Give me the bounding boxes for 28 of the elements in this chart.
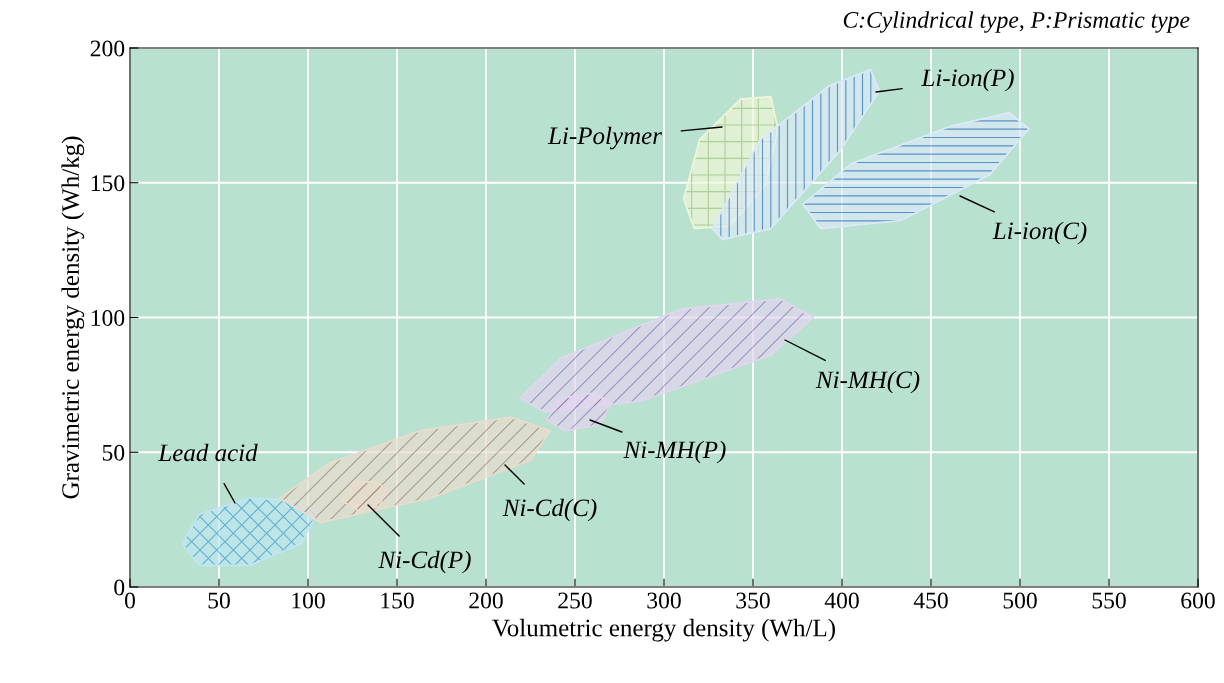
y-axis-title: Gravimetric energy density (Wh/kg): [61, 136, 85, 499]
series-label: Ni-MH(C): [815, 370, 920, 394]
y-tick-label: 200: [90, 40, 125, 57]
x-tick-label: 50: [208, 592, 230, 609]
x-tick-label: 400: [824, 592, 859, 609]
series-label: Ni-Cd(P): [378, 550, 471, 574]
series-label: Li-Polymer: [547, 126, 663, 150]
y-tick-label: 50: [102, 444, 125, 461]
series-label: Li-ion(C): [992, 221, 1087, 245]
x-tick-label: 300: [647, 592, 681, 609]
x-tick-label: 200: [469, 592, 503, 609]
x-tick-label: 500: [1003, 592, 1037, 609]
x-tick-label: 600: [1181, 592, 1215, 609]
series-label: Ni-Cd(C): [502, 498, 597, 522]
text: C:Cylindrical type, P:Prismatic type: [843, 11, 1190, 33]
x-axis-title: Volumetric energy density (Wh/L): [492, 618, 835, 642]
series-label: Ni-MH(P): [623, 440, 726, 464]
x-tick-label: 350: [736, 592, 770, 609]
x-tick-label: 550: [1092, 592, 1126, 609]
x-tick-label: 100: [292, 592, 325, 609]
y-tick-label: 100: [91, 309, 125, 326]
x-tick-label: 450: [913, 592, 948, 609]
series-label: Li-ion(P): [921, 68, 1014, 92]
x-tick-label: 150: [381, 592, 414, 609]
y-tick-label: 0: [114, 579, 125, 596]
x-tick-label: 250: [558, 592, 592, 609]
series-label: Lead acid: [158, 443, 258, 462]
y-tick-label: 150: [91, 175, 125, 192]
